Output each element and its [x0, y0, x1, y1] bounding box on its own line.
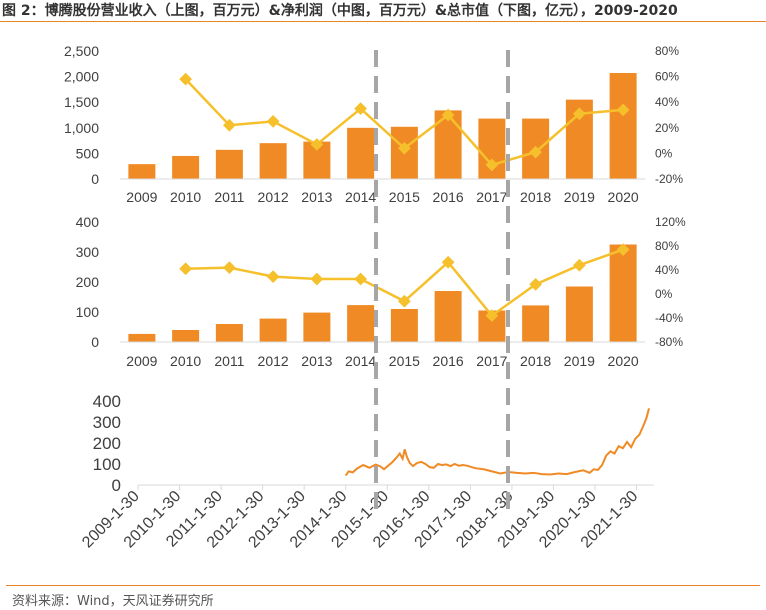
profit-right-tick-label: 40% — [655, 263, 679, 277]
profit-left-tick-label: 0 — [91, 334, 99, 350]
profit-bar — [522, 305, 550, 342]
profit-growth-marker — [223, 261, 236, 274]
profit-bar — [303, 312, 331, 342]
profit-category-label: 2014 — [345, 353, 376, 369]
revenue-category-label: 2019 — [564, 189, 595, 205]
profit-growth-marker — [354, 272, 367, 286]
profit-right-tick-label: -40% — [655, 311, 683, 325]
revenue-left-tick-label: 1,500 — [64, 94, 99, 110]
source-rule — [6, 585, 760, 586]
revenue-bar — [172, 155, 200, 179]
revenue-bar — [347, 127, 375, 179]
revenue-category-label: 2009 — [126, 189, 157, 205]
profit-category-label: 2011 — [214, 353, 244, 369]
revenue-left-tick-label: 1,000 — [64, 120, 99, 136]
revenue-left-tick-label: 500 — [76, 145, 100, 161]
profit-category-label: 2020 — [608, 353, 639, 369]
revenue-category-label: 2010 — [170, 189, 201, 205]
revenue-right-tick-label: 80% — [655, 44, 679, 58]
revenue-bar — [215, 149, 243, 179]
profit-growth-marker — [573, 258, 586, 272]
profit-bar — [128, 333, 156, 342]
profit-category-label: 2013 — [301, 353, 332, 369]
revenue-growth-marker — [354, 102, 367, 115]
profit-right-tick-label: -80% — [655, 335, 683, 349]
revenue-category-label: 2015 — [389, 189, 420, 205]
mcap-y-tick-label: 100 — [93, 455, 121, 474]
revenue-bar — [128, 164, 156, 179]
profit-bar — [259, 318, 287, 342]
revenue-category-label: 2012 — [258, 189, 289, 205]
profit-right-tick-label: 0% — [655, 287, 673, 301]
source-note: 资料来源：Wind，天风证券研究所 — [12, 594, 214, 609]
mcap-y-tick-label: 200 — [93, 434, 121, 453]
revenue-right-tick-label: 0% — [655, 146, 673, 160]
profit-growth-marker — [485, 309, 499, 322]
profit-bar — [347, 305, 375, 342]
revenue-left-tick-label: 2,500 — [64, 43, 99, 59]
revenue-category-label: 2020 — [608, 189, 639, 205]
revenue-left-tick-label: 0 — [91, 171, 99, 187]
profit-category-label: 2015 — [389, 353, 420, 369]
revenue-right-tick-label: 20% — [655, 121, 679, 135]
revenue-bar — [259, 143, 287, 179]
profit-growth-marker — [179, 262, 192, 276]
revenue-chart: 0 500 1,000 1,500 2,000 2,500 -20% 0% 20% 40% 60% 8… — [64, 43, 683, 205]
title-rule — [0, 21, 766, 22]
profit-bar — [390, 309, 418, 342]
profit-bar — [215, 324, 243, 342]
revenue-growth-marker — [266, 115, 280, 128]
profit-right-tick-label: 120% — [655, 215, 686, 229]
revenue-category-label: 2011 — [214, 189, 244, 205]
revenue-growth-marker — [223, 118, 236, 132]
profit-bar — [434, 291, 462, 342]
revenue-category-label: 2017 — [476, 189, 507, 205]
profit-left-tick-label: 300 — [76, 244, 100, 260]
revenue-left-tick-label: 2,000 — [64, 69, 99, 85]
mcap-y-tick-label: 400 — [93, 392, 121, 411]
profit-bar — [565, 286, 593, 342]
profit-bar — [609, 244, 637, 342]
revenue-right-tick-label: 60% — [655, 70, 679, 84]
revenue-category-label: 2018 — [520, 189, 551, 205]
revenue-growth-marker — [398, 141, 411, 155]
profit-category-label: 2019 — [564, 353, 595, 369]
profit-bar — [172, 330, 200, 342]
profit-category-label: 2012 — [258, 353, 289, 369]
revenue-bar — [609, 73, 637, 179]
mcap-y-tick-label: 300 — [93, 413, 121, 432]
profit-left-tick-label: 200 — [76, 274, 100, 290]
profit-category-label: 2016 — [433, 353, 464, 369]
revenue-growth-marker — [485, 158, 499, 172]
charts-canvas: 0 500 1,000 1,500 2,000 2,500 -20% 0% 20% 40% 60% 8… — [64, 43, 686, 551]
revenue-right-tick-label: -20% — [655, 172, 683, 186]
profit-right-tick-label: 80% — [655, 239, 679, 253]
revenue-growth-marker — [179, 72, 192, 86]
market-cap-chart: 01002003004002009-1-302010-1-302011-1-30… — [79, 392, 654, 551]
profit-growth-marker — [310, 272, 324, 286]
profit-left-tick-label: 400 — [76, 214, 100, 230]
profit-left-tick-label: 100 — [76, 304, 100, 320]
chart-title: 图 2：博腾股份营业收入（上图，百万元）&净利润（中图，百万元）&总市值（下图，… — [2, 3, 678, 19]
revenue-category-label: 2014 — [345, 189, 376, 205]
profit-category-label: 2018 — [520, 353, 551, 369]
revenue-category-label: 2016 — [433, 189, 464, 205]
revenue-category-label: 2013 — [301, 189, 332, 205]
mcap-y-tick-label: 0 — [112, 476, 121, 495]
profit-category-label: 2009 — [126, 353, 157, 369]
profit-category-label: 2010 — [170, 353, 201, 369]
revenue-growth-marker — [441, 108, 455, 122]
profit-growth-marker — [398, 294, 411, 308]
mcap-line — [344, 408, 650, 477]
profit-growth-marker — [441, 255, 455, 269]
profit-growth-marker — [266, 270, 280, 283]
revenue-right-tick-label: 40% — [655, 95, 679, 109]
revenue-growth-marker — [310, 138, 324, 151]
net-profit-chart: 0 100 200 300 400 -80% -40% 0% 40% 80% 120% 2009 201… — [76, 214, 686, 369]
profit-category-label: 2017 — [476, 353, 507, 369]
